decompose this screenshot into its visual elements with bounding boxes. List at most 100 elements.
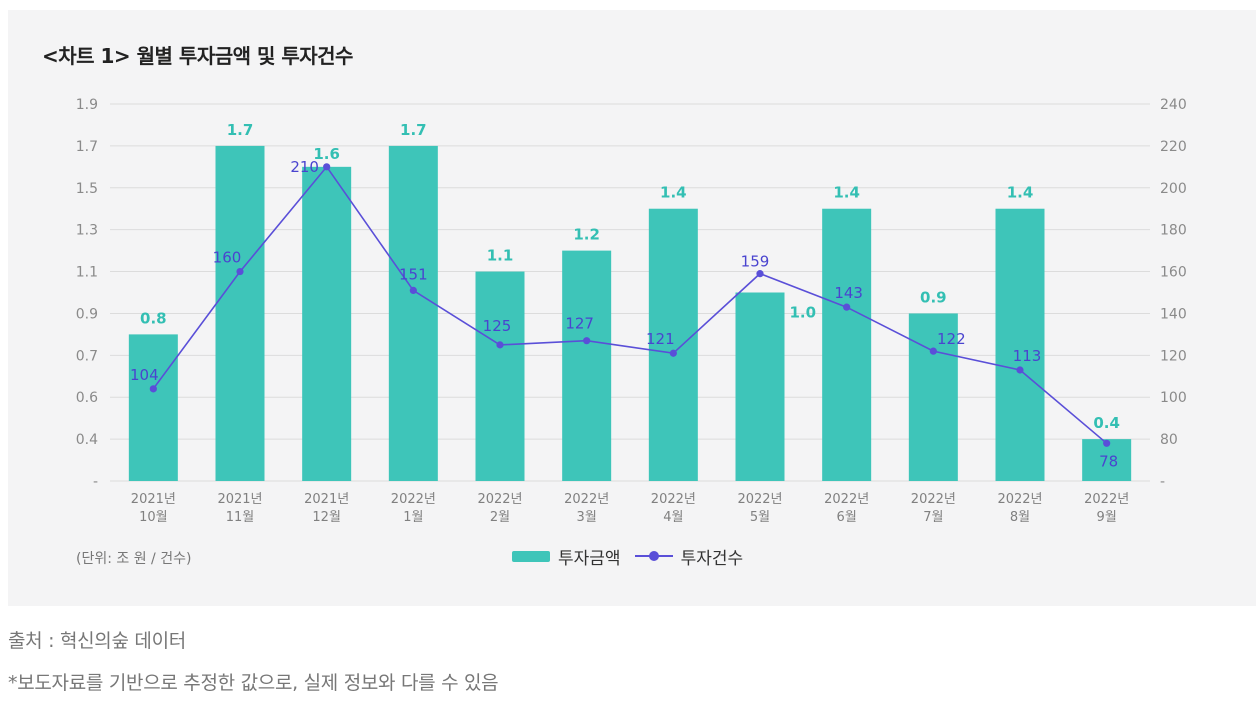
count-value-label: 160 [213,249,242,267]
count-value-label: 78 [1099,452,1118,470]
legend-line-swatch [634,550,673,562]
x-tick-year: 2022년 [737,492,782,507]
count-value-label: 151 [399,265,428,283]
count-point [409,286,417,295]
x-tick-month: 9월 [1097,510,1117,525]
legend: 투자금액 투자건수 [512,544,744,569]
x-tick-year: 2022년 [651,492,696,507]
left-tick-label: 1.7 [76,139,98,155]
count-point [1016,366,1024,374]
right-tick-label: 160 [1160,265,1187,281]
bar-value-label: 1.1 [487,247,514,265]
bar-value-label: 1.7 [400,121,427,139]
count-line [152,165,1108,444]
x-tick-year: 2022년 [477,492,522,507]
count-point [583,337,591,345]
x-tick-month: 3월 [577,510,597,525]
left-tick-label: 1.1 [76,265,98,281]
x-tick-year: 2022년 [824,492,869,507]
count-point [669,349,677,357]
bar [648,208,698,481]
left-tick-label: 0.9 [76,306,98,322]
legend-amount-label: 투자금액 [558,548,621,569]
x-tick-month: 8월 [1010,510,1030,525]
bar-value-label: 0.9 [920,288,947,306]
x-axis-labels: 2021년 10월 2021년 11월 2021년 12월 2022년 1월 2022년 2월 20… [131,492,1129,525]
count-value-label: 121 [646,330,675,348]
count-value-label: 210 [290,158,319,176]
x-tick-month: 11월 [226,510,255,525]
left-tick-label: 1.3 [76,223,98,239]
line-series: 104 160 210 151 125 127 121 159 143 122 113 78 [130,158,1118,470]
right-tick-label: 180 [1160,223,1187,239]
x-tick-year: 2022년 [997,492,1042,507]
bar [735,292,785,481]
disclaimer-note: *보도자료를 기반으로 추정한 값으로, 실제 정보와 다를 수 있음 [8,672,499,694]
right-tick-label: - [1160,474,1165,490]
right-axis-ticks: - 80 100 120 140 160 180 200 220 240 [1160,97,1187,490]
x-tick-month: 4월 [663,510,683,525]
bar [302,166,352,482]
right-tick-label: 240 [1160,97,1187,113]
bar-value-label: 0.8 [140,309,167,327]
legend-bar-swatch [512,550,550,562]
left-tick-label: 0.7 [76,348,98,364]
unit-note: (단위: 조 원 / 건수) [76,551,192,567]
count-value-label: 125 [483,317,512,335]
bar [908,313,958,481]
bar-value-label: 1.7 [227,121,254,139]
left-tick-label: 0.6 [76,390,98,406]
bar [128,334,178,481]
bar-value-label: 1.4 [660,184,687,202]
x-tick-year: 2022년 [391,492,436,507]
x-tick-year: 2021년 [131,492,176,507]
count-point [323,163,331,171]
x-tick-year: 2021년 [304,492,349,507]
count-value-label: 143 [834,284,863,302]
count-point [843,303,851,311]
combo-chart: - 0.4 0.6 0.7 0.9 1.1 1.3 1.5 1.7 1.9 - 80 100 120 14… [76,97,1187,525]
source-note: 출처 : 혁신의숲 데이터 [8,630,186,652]
right-tick-label: 80 [1160,432,1178,448]
gridlines [110,103,1150,482]
legend-item-amount[interactable]: 투자금액 [512,544,621,569]
bar-value-label: 1.4 [1007,184,1034,202]
count-value-label: 159 [741,253,770,271]
right-tick-label: 220 [1160,139,1187,155]
count-point [1103,439,1111,447]
right-tick-label: 100 [1160,390,1187,406]
left-tick-label: - [93,474,98,490]
count-value-label: 104 [130,366,159,384]
x-tick-year: 2022년 [564,492,609,507]
count-point [496,341,504,349]
count-point [149,385,157,393]
left-tick-label: 1.9 [76,97,98,113]
left-tick-label: 0.4 [76,432,98,448]
right-tick-label: 140 [1160,306,1187,322]
bar-series: 0.8 1.7 1.6 1.7 1.1 1.2 1.4 1.0 1.4 0.9 1.4 0.4 [128,121,1132,482]
count-point [929,347,937,355]
right-tick-label: 200 [1160,181,1187,197]
bar [475,271,525,481]
chart-title: <차트 1> 월별 투자금액 및 투자건수 [42,44,353,68]
x-tick-month: 6월 [837,510,857,525]
x-tick-month: 1월 [403,510,423,525]
x-tick-month: 12월 [312,510,341,525]
x-tick-month: 7월 [923,510,943,525]
bar [562,250,612,481]
x-tick-month: 10월 [139,510,168,525]
x-tick-year: 2022년 [1084,492,1129,507]
legend-item-count[interactable]: 투자건수 [634,544,744,569]
bar [215,145,265,481]
count-point [236,267,244,276]
count-value-label: 113 [1013,347,1042,365]
x-tick-month: 2월 [490,510,510,525]
bar-value-label: 1.2 [573,226,600,244]
right-tick-label: 120 [1160,348,1187,364]
bar [388,145,438,481]
legend-count-label: 투자건수 [680,548,744,569]
count-value-label: 122 [937,330,966,348]
x-tick-year: 2021년 [217,492,262,507]
left-tick-label: 1.5 [76,181,98,197]
bar-value-label: 1.4 [833,184,860,202]
